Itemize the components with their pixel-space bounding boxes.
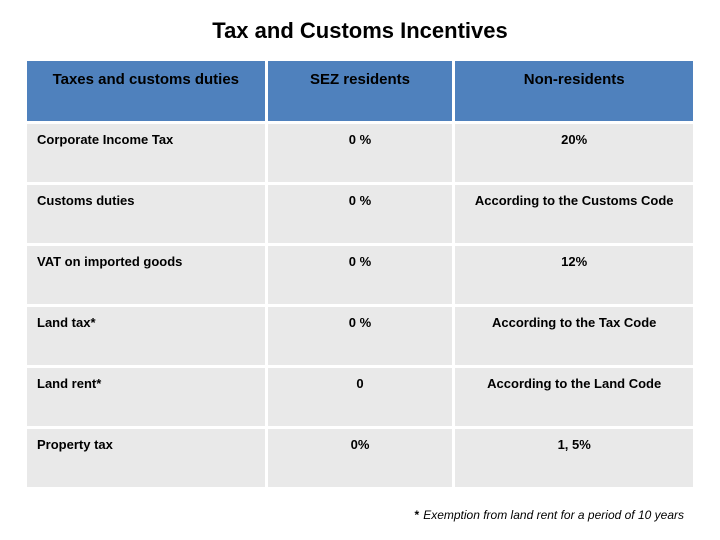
footnote: *Exemption from land rent for a period o…: [415, 508, 684, 522]
cell-sez-value: 0 %: [268, 185, 453, 243]
incentives-table: Taxes and customs duties SEZ residents N…: [24, 58, 696, 490]
table-row: Property tax 0% 1, 5%: [27, 429, 693, 487]
footnote-marker: *: [415, 508, 420, 522]
page-title: Tax and Customs Incentives: [24, 18, 696, 44]
table-row: Land rent* 0 According to the Land Code: [27, 368, 693, 426]
cell-sez-value: 0: [268, 368, 453, 426]
cell-sez-value: 0 %: [268, 307, 453, 365]
cell-sez-value: 0 %: [268, 246, 453, 304]
table-header-row: Taxes and customs duties SEZ residents N…: [27, 61, 693, 121]
cell-sez-value: 0 %: [268, 124, 453, 182]
cell-tax-label: Land rent*: [27, 368, 265, 426]
cell-tax-label: Customs duties: [27, 185, 265, 243]
cell-non-value: 1, 5%: [455, 429, 693, 487]
cell-non-value: 20%: [455, 124, 693, 182]
cell-non-value: 12%: [455, 246, 693, 304]
cell-non-value: According to the Customs Code: [455, 185, 693, 243]
col-header-taxes: Taxes and customs duties: [27, 61, 265, 121]
slide-page: Tax and Customs Incentives Taxes and cus…: [0, 0, 720, 540]
col-header-non: Non-residents: [455, 61, 693, 121]
cell-tax-label: VAT on imported goods: [27, 246, 265, 304]
col-header-sez: SEZ residents: [268, 61, 453, 121]
cell-non-value: According to the Tax Code: [455, 307, 693, 365]
cell-tax-label: Land tax*: [27, 307, 265, 365]
cell-sez-value: 0%: [268, 429, 453, 487]
cell-non-value: According to the Land Code: [455, 368, 693, 426]
table-row: Land tax* 0 % According to the Tax Code: [27, 307, 693, 365]
cell-tax-label: Corporate Income Tax: [27, 124, 265, 182]
cell-tax-label: Property tax: [27, 429, 265, 487]
footnote-text: Exemption from land rent for a period of…: [423, 508, 684, 522]
table-row: VAT on imported goods 0 % 12%: [27, 246, 693, 304]
table-row: Corporate Income Tax 0 % 20%: [27, 124, 693, 182]
table-row: Customs duties 0 % According to the Cust…: [27, 185, 693, 243]
